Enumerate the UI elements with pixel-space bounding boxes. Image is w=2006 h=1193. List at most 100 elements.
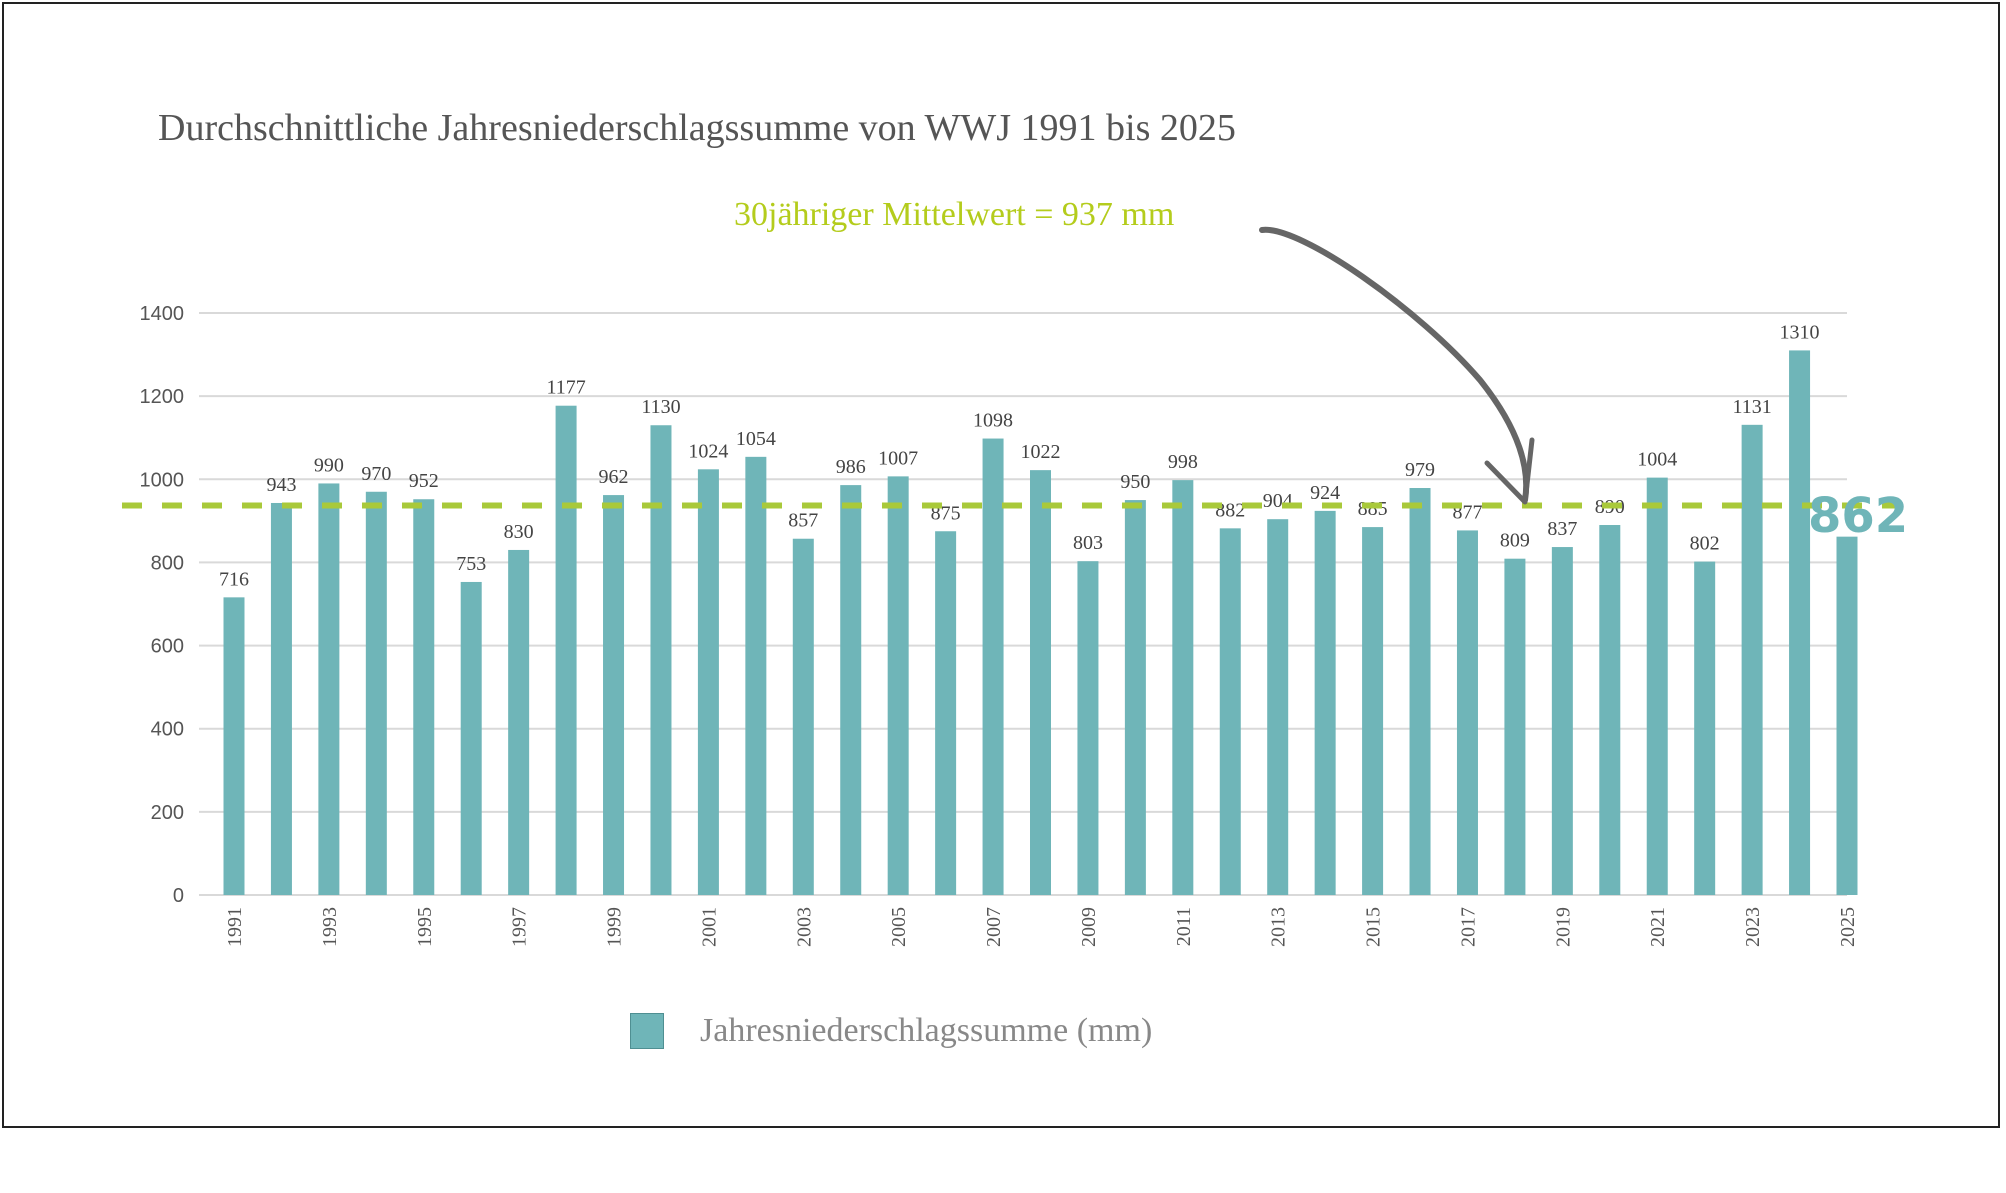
bar-2011 [1172, 480, 1194, 895]
x-tick-label: 1995 [414, 907, 436, 947]
bar-2010 [1124, 500, 1146, 895]
bar-2019 [1551, 547, 1573, 895]
data-label: 998 [1168, 451, 1198, 473]
bar-2005 [887, 476, 909, 895]
bar-2014 [1314, 510, 1336, 895]
bar-2013 [1267, 519, 1289, 895]
data-label: 1022 [1021, 441, 1061, 463]
bar-1991 [223, 597, 245, 895]
data-label: 1098 [973, 410, 1013, 432]
bar-2018 [1504, 558, 1526, 895]
x-tick-label: 2015 [1363, 907, 1385, 947]
bar-2023 [1741, 424, 1763, 895]
x-tick-label: 1997 [509, 907, 531, 947]
data-label: 1054 [736, 428, 776, 450]
bar-1999 [603, 495, 625, 895]
bar-1992 [270, 502, 292, 895]
legend-swatch [630, 1013, 664, 1049]
data-label: 837 [1547, 518, 1577, 540]
bar-2015 [1362, 527, 1384, 895]
bar-1998 [555, 405, 577, 895]
data-label: 1004 [1637, 449, 1677, 471]
data-label: 1024 [688, 440, 728, 462]
x-tick-label: 2019 [1552, 907, 1574, 947]
data-label: 1177 [546, 377, 585, 399]
bar-2020 [1599, 525, 1621, 895]
x-tick-label: 2017 [1457, 907, 1479, 947]
data-label: 753 [456, 553, 486, 575]
y-tick-label: 0 [173, 885, 184, 907]
data-label: 979 [1405, 459, 1435, 481]
data-label: 716 [219, 568, 249, 590]
x-tick-label: 2025 [1837, 907, 1859, 947]
x-tick-label: 2013 [1268, 907, 1290, 947]
data-label: 857 [788, 510, 818, 532]
data-label: 990 [314, 454, 344, 476]
x-tick-label: 2005 [888, 907, 910, 947]
bar-1996 [460, 581, 482, 895]
legend: Jahresniederschlagssumme (mm) [630, 1012, 1152, 1050]
y-tick-label: 1200 [140, 386, 185, 408]
x-tick-label: 2001 [698, 907, 720, 947]
x-tick-label: 1999 [604, 907, 626, 947]
x-tick-label: 2003 [793, 907, 815, 947]
bar-2007 [982, 438, 1004, 895]
x-tick-label: 1991 [224, 907, 246, 947]
data-label: 943 [266, 474, 296, 496]
data-label: 1007 [878, 447, 918, 469]
data-label: 1310 [1780, 321, 1820, 343]
data-label: 950 [1120, 471, 1150, 493]
y-tick-label: 1400 [140, 303, 185, 325]
bar-2012 [1219, 528, 1241, 895]
data-label: 952 [409, 470, 439, 492]
data-label: 986 [836, 456, 866, 478]
bar-1993 [318, 483, 340, 895]
x-tick-label: 2011 [1173, 907, 1195, 946]
bar-2024 [1789, 350, 1811, 895]
mean-annotation: 30jähriger Mittelwert = 937 mm [734, 196, 1175, 233]
bar-2025 [1836, 536, 1858, 895]
bar-2006 [935, 531, 957, 895]
arrow-icon [1259, 226, 1530, 503]
bar-1994 [365, 491, 387, 895]
bar-2002 [745, 456, 767, 895]
bar-1995 [413, 499, 435, 895]
data-label: 802 [1690, 533, 1720, 555]
chart-title: Durchschnittliche Jahresniederschlagssum… [158, 107, 1236, 149]
legend-label: Jahresniederschlagssumme (mm) [700, 1012, 1153, 1049]
bar-2021 [1646, 477, 1668, 895]
data-label: 809 [1500, 530, 1530, 552]
data-label: 962 [599, 466, 629, 488]
data-label: 830 [504, 521, 534, 543]
data-label: 924 [1310, 482, 1340, 504]
bar-2016 [1409, 488, 1431, 895]
chart-frame [2, 2, 2000, 1128]
highlight-value-label: 862 [1808, 488, 1909, 544]
x-tick-label: 2009 [1078, 907, 1100, 947]
y-tick-label: 400 [151, 719, 184, 741]
y-tick-label: 600 [151, 636, 184, 658]
arrowhead-icon [1484, 437, 1535, 505]
bar-2008 [1030, 470, 1051, 895]
bar-2004 [840, 485, 862, 895]
x-tick-label: 2021 [1647, 907, 1669, 947]
bar-2003 [792, 538, 814, 895]
y-tick-label: 1000 [140, 469, 185, 491]
x-tick-label: 1993 [319, 907, 341, 947]
y-tick-label: 800 [151, 552, 184, 574]
data-label: 1130 [641, 396, 680, 418]
data-label: 803 [1073, 532, 1103, 554]
data-label: 904 [1263, 490, 1293, 512]
data-label: 882 [1215, 499, 1245, 521]
x-tick-label: 2007 [983, 907, 1005, 947]
bar-2000 [650, 425, 672, 895]
bar-2009 [1077, 561, 1099, 895]
bar-2017 [1456, 530, 1478, 895]
data-label: 970 [361, 463, 391, 485]
bar-1997 [508, 549, 530, 895]
bar-2022 [1694, 561, 1716, 895]
bar-2001 [697, 469, 719, 895]
x-tick-label: 2023 [1742, 907, 1764, 947]
data-label: 885 [1358, 498, 1388, 520]
